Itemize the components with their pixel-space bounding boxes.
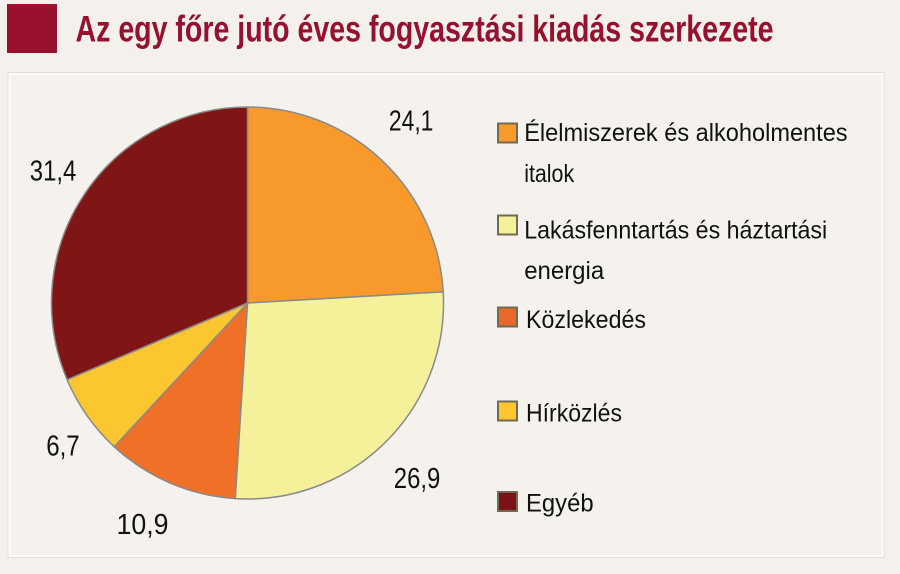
- svg-text:6,7: 6,7: [46, 431, 79, 463]
- svg-text:energia: energia: [524, 257, 604, 285]
- svg-text:Élelmiszerek és alkoholmentes: Élelmiszerek és alkoholmentes: [524, 118, 847, 147]
- svg-text:Az egy főre jutó éves fogyaszt: Az egy főre jutó éves fogyasztási kiadás…: [76, 7, 774, 49]
- svg-text:26,9: 26,9: [394, 463, 441, 495]
- svg-text:Közlekedés: Közlekedés: [526, 306, 646, 334]
- svg-text:Egyéb: Egyéb: [526, 490, 594, 518]
- svg-text:italok: italok: [524, 160, 574, 188]
- svg-text:Hírközlés: Hírközlés: [526, 400, 622, 428]
- svg-text:24,1: 24,1: [389, 105, 434, 137]
- svg-text:10,9: 10,9: [117, 509, 169, 541]
- svg-text:Lakásfenntartás és háztartási: Lakásfenntartás és háztartási: [524, 217, 827, 245]
- svg-text:31,4: 31,4: [30, 156, 77, 188]
